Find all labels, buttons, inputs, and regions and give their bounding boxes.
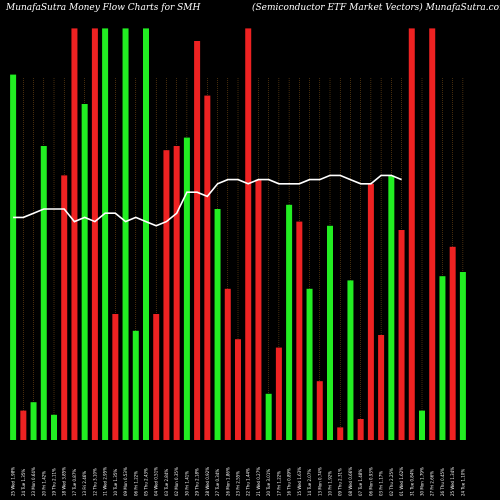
money-flow-bar [224, 288, 231, 440]
x-tick-label: 30 Mon 1.79% [420, 467, 425, 496]
x-tick-label: 16 Thu 0.89% [287, 468, 292, 496]
chart-subtitle: (Semiconductor ETF Market Vectors) Munaf… [252, 3, 500, 13]
x-tick-label: 26 Thu 0.45% [440, 468, 445, 496]
money-flow-bar [398, 230, 405, 440]
money-flow-bar [204, 95, 211, 440]
x-tick-label: 09 Mon 0.53% [123, 467, 128, 496]
x-tick-label: 13 Fri 2.46% [82, 471, 87, 496]
x-tick-label: 12 Thu 3.10% [92, 468, 97, 496]
x-tick-label: 30 Fri 1.41% [184, 471, 189, 496]
money-flow-bar [91, 28, 98, 441]
x-tick-label: 18 Wed 3.85% [62, 467, 67, 496]
money-flow-bar [132, 330, 139, 440]
x-tick-label: 24 Tue 1.35% [21, 469, 26, 496]
money-flow-bar [327, 225, 333, 440]
money-flow-bar [245, 28, 252, 441]
money-flow-bar [265, 393, 272, 440]
x-tick-label: 27 Fri 2.66% [430, 471, 435, 496]
money-flow-bar [388, 175, 395, 440]
money-flow-bar [143, 28, 149, 441]
money-flow-bar [306, 288, 313, 440]
money-flow-bar [163, 150, 170, 440]
money-flow-bar [71, 28, 78, 441]
money-flow-bar [20, 410, 27, 440]
x-tick-label: 02 Mon 0.35% [174, 467, 179, 496]
money-flow-bar [347, 280, 354, 440]
x-tick-label: 03 Fri 1.17% [379, 471, 384, 496]
money-flow-bar [122, 28, 129, 441]
x-tick-label: 25 Wed 1.34% [450, 467, 455, 496]
x-tick-label: 06 Fri 1.22% [133, 471, 138, 496]
money-flow-bar [449, 246, 456, 440]
money-flow-bar [357, 419, 364, 440]
money-flow-bar [61, 175, 68, 440]
x-tick-label: 06 Mon 0.93% [368, 467, 373, 496]
x-tick-label: 15 Wed 1.63% [297, 467, 302, 496]
x-tick-label: 04 Wed 0.51% [154, 467, 159, 496]
x-tick-label: 10 Fri 1.92% [328, 471, 333, 496]
x-tick-label: 27 Tue 0.34% [215, 469, 220, 496]
money-flow-bar [419, 410, 425, 440]
x-tick-label: 17 Tue 0.87% [72, 469, 77, 496]
money-flow-bar [81, 104, 88, 440]
x-tick-label: 07 Tue 1.48% [358, 469, 363, 496]
x-tick-label: 25 Wed 1.98% [11, 467, 16, 496]
trend-line [13, 174, 402, 227]
x-tick-label: 05 Thu 2.43% [144, 468, 149, 496]
x-tick-label: 31 Tue 0.84% [409, 469, 414, 496]
money-flow-bar [112, 314, 119, 440]
x-tick-label: 09 Thu 2.31% [338, 468, 343, 496]
x-tick-label: 28 Wed 0.92% [205, 467, 210, 496]
money-flow-bar [275, 347, 282, 440]
x-tick-label: 01 Wed 1.62% [399, 467, 404, 496]
money-flow-bar [40, 146, 47, 440]
x-tick-label: 14 Tue 2.07% [307, 469, 312, 496]
x-tick-label: 17 Fri 1.22% [276, 471, 281, 496]
x-tick-label: 29 Thu 2.18% [195, 468, 200, 496]
money-flow-bar [102, 28, 109, 441]
money-flow-bar [367, 183, 374, 441]
money-flow-bar [30, 402, 37, 440]
money-flow-bar [439, 276, 446, 440]
money-flow-bar [51, 414, 57, 440]
money-flow-bar [214, 209, 221, 440]
x-tick-label: 20 Tue 3.01% [266, 469, 271, 496]
x-tick-label: 08 Wed 0.66% [348, 467, 353, 496]
money-flow-bar [316, 381, 323, 440]
money-flow-bar [10, 74, 17, 440]
x-tick-label: 19 Thu 2.11% [52, 468, 57, 496]
x-tick-label: 23 Fri 2.55% [236, 471, 241, 496]
money-flow-bar [296, 221, 303, 440]
money-flow-bar [235, 339, 241, 440]
x-tick-label: 02 Thu 2.25% [389, 468, 394, 496]
money-flow-bar [408, 28, 415, 441]
x-tick-label: 20 Fri 1.42% [41, 471, 46, 496]
x-tick-label: 21 Wed 0.27% [256, 467, 261, 496]
money-flow-bar [153, 314, 160, 440]
money-flow-bar [459, 272, 466, 440]
x-tick-label: 13 Mon 0.74% [317, 467, 322, 496]
x-tick-label: 10 Tue 1.35% [113, 469, 118, 496]
x-tick-label: 11 Wed 2.95% [103, 467, 108, 496]
money-flow-bar [194, 41, 201, 440]
x-tick-label: 24 Tue 1.10% [460, 469, 465, 496]
money-flow-bar [255, 179, 262, 440]
x-tick-label: 26 Mon 1.86% [225, 467, 230, 496]
chart-title: MunafaSutra Money Flow Charts for SMH [6, 3, 201, 13]
money-flow-bar [183, 137, 190, 440]
money-flow-bar [337, 427, 344, 440]
money-flow-bar [429, 28, 436, 441]
x-tick-label: 22 Thu 1.44% [246, 468, 251, 496]
x-tick-label: 03 Tue 2.84% [164, 469, 169, 496]
money-flow-bar [378, 335, 385, 440]
x-tick-label: 23 Mon 0.64% [31, 467, 36, 496]
money-flow-bar [173, 146, 180, 440]
money-flow-bar [286, 204, 293, 440]
